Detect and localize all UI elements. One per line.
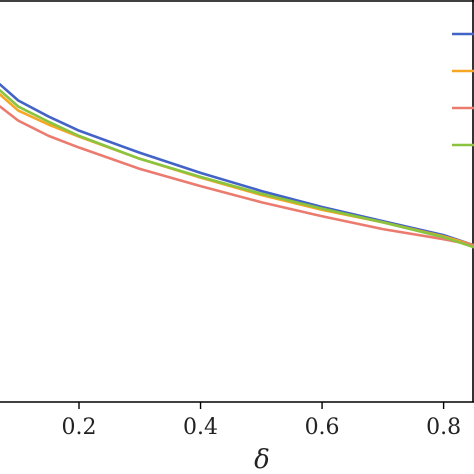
series-line-4 <box>0 89 474 249</box>
x-tick-label: 0.6 <box>305 415 340 440</box>
x-ticks: 0.2 0.4 0.6 0.8 <box>62 402 461 440</box>
series-line-2 <box>0 93 474 247</box>
x-tick-label: 0.2 <box>62 415 97 440</box>
x-tick-label: 0.8 <box>426 415 461 440</box>
x-axis-label: δ <box>254 445 270 474</box>
x-tick-label: 0.4 <box>183 415 218 440</box>
legend <box>452 32 474 147</box>
series-line-3 <box>0 105 474 247</box>
plot-axes <box>0 0 474 403</box>
series-line-1 <box>0 83 474 247</box>
plot-series <box>0 83 474 249</box>
